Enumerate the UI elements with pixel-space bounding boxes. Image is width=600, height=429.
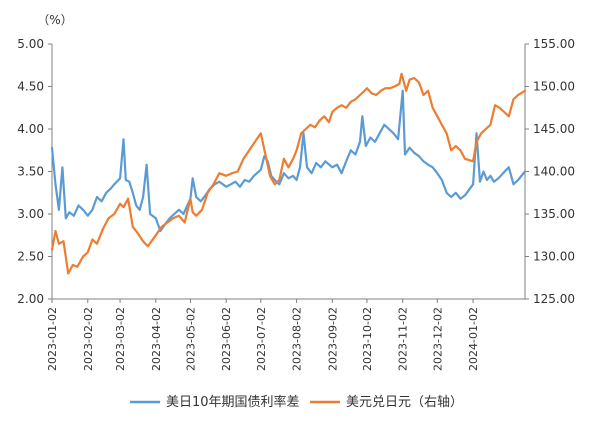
y-left-tick-label: 2.00 <box>17 292 44 306</box>
legend: 美日10年期国债利率差 美元兑日元（右轴） <box>130 394 463 410</box>
x-tick-label: 2023-10-02 <box>361 307 374 371</box>
x-tick-label: 2023-12-02 <box>431 307 444 371</box>
legend-item-rate-spread-label: 美日10年期国债利率差 <box>166 394 300 410</box>
legend-item-usdjpy-label: 美元兑日元（右轴） <box>346 395 463 410</box>
y-right-tick-label: 135.00 <box>533 207 575 221</box>
y-left-tick-label: 3.50 <box>17 165 44 179</box>
x-tick-label: 2023-03-02 <box>114 307 127 371</box>
x-tick-label: 2023-06-02 <box>220 307 233 371</box>
y-left-tick-label: 5.00 <box>17 37 44 51</box>
y-left-tick-label: 4.50 <box>17 80 44 94</box>
y-left-tick-label: 4.00 <box>17 122 44 136</box>
x-tick-label: 2023-09-02 <box>326 307 339 371</box>
y-right-tick-label: 145.00 <box>533 122 575 136</box>
unit-label: （%） <box>37 13 72 27</box>
y-right-tick-label: 150.00 <box>533 80 575 94</box>
x-tick-label: 2023-01-02 <box>46 307 59 371</box>
x-tick-label: 2023-08-02 <box>291 307 304 371</box>
y-right-tick-label: 140.00 <box>533 165 575 179</box>
y-left-tick-label: 3.00 <box>17 207 44 221</box>
axes: 2.00 2.50 3.00 3.50 4.00 4.50 5.00 125.00 130.00… <box>17 37 575 371</box>
series-lines <box>50 72 527 275</box>
y-left-tick-label: 2.50 <box>17 250 44 264</box>
x-tick-label: 2023-11-02 <box>397 307 410 371</box>
series-line-rate-spread <box>50 89 527 233</box>
y-right-tick-label: 155.00 <box>533 37 575 51</box>
x-tick-label: 2023-05-02 <box>184 307 197 371</box>
series-line-usdjpy <box>50 72 527 275</box>
y-right-tick-label: 125.00 <box>533 292 575 306</box>
x-tick-label: 2023-07-02 <box>255 307 268 371</box>
x-tick-label: 2023-04-02 <box>150 307 163 371</box>
y-right-tick-label: 130.00 <box>533 250 575 264</box>
x-tick-label: 2023-02-02 <box>82 307 95 371</box>
x-tick-label: 2024-01-02 <box>467 307 480 371</box>
